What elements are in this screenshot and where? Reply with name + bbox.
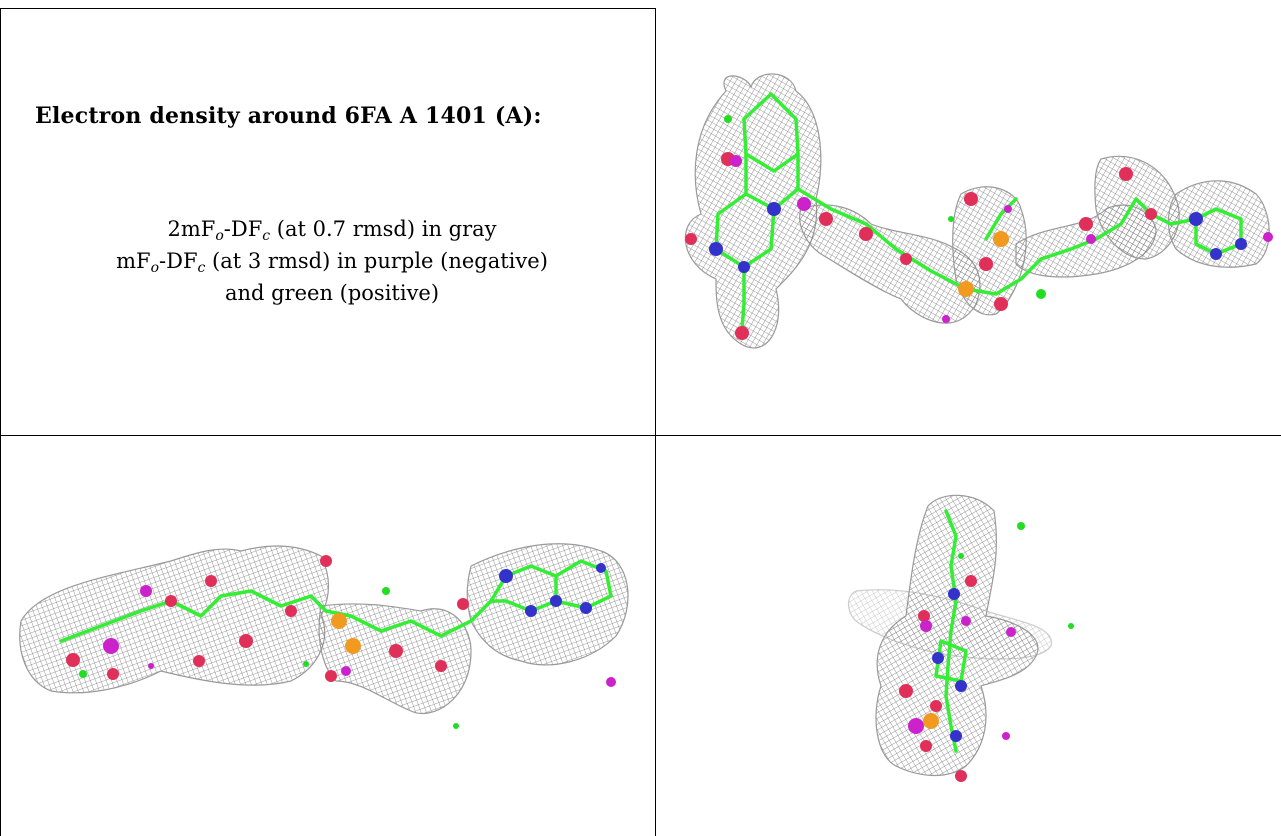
phosphorus-atoms <box>331 613 361 654</box>
legend-line-positive: and green (positive) <box>224 281 440 305</box>
middle-divider <box>655 8 656 836</box>
nitrogen-atoms <box>499 563 606 617</box>
legend-line-fo-fc: mFo-DFc (at 3 rmsd) in purple (negative) <box>116 249 548 276</box>
molecule-render-2 <box>19 543 629 729</box>
density-mesh <box>684 73 1270 349</box>
density-legend: 2mFo-DFc (at 0.7 rmsd) in gray mFo-DFc (… <box>27 213 637 309</box>
density-view-top-right <box>656 9 1281 435</box>
top-border <box>0 8 656 9</box>
density-mesh <box>847 494 1052 777</box>
caption-cell: Electron density around 6FA A 1401 (A): … <box>1 9 655 435</box>
difference-density-blobs <box>724 115 1273 323</box>
nitrogen-atoms <box>709 202 1247 273</box>
molecule-render-3 <box>847 494 1074 782</box>
legend-line-2fo-fc: 2mFo-DFc (at 0.7 rmsd) in gray <box>167 217 497 244</box>
left-border <box>0 8 1 836</box>
figure-title: Electron density around 6FA A 1401 (A): <box>35 103 542 129</box>
oxygen-atoms <box>899 575 977 782</box>
phosphorus-atoms <box>958 231 1009 297</box>
oxygen-atoms <box>685 152 1157 340</box>
density-view-bottom-right <box>656 436 1281 836</box>
oxygen-atoms <box>66 555 469 682</box>
molecule-render-1 <box>684 73 1273 349</box>
difference-density-blobs <box>908 522 1074 740</box>
nitrogen-atoms <box>932 588 967 742</box>
difference-density-blobs <box>79 585 616 729</box>
row-divider <box>0 435 1281 436</box>
phosphorus-atoms <box>923 713 939 729</box>
density-view-bottom-left <box>1 436 655 836</box>
